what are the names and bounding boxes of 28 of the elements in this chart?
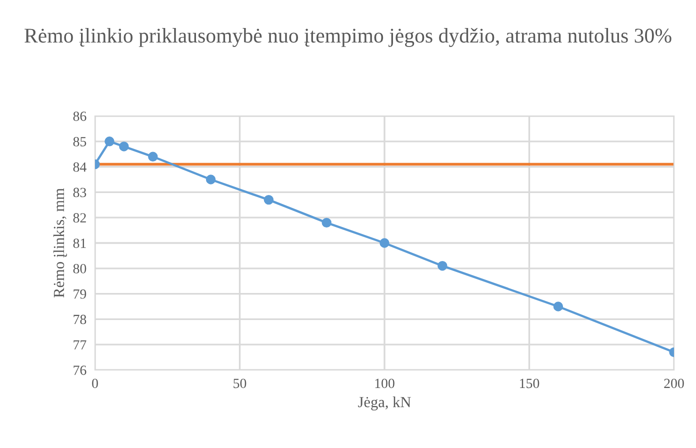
y-tick-label: 84 <box>73 162 86 172</box>
y-axis-title: Rėmo įlinkis, mm <box>53 188 67 298</box>
point <box>119 142 129 152</box>
point <box>264 194 274 205</box>
point <box>553 302 564 312</box>
chart-title: Rėmo įlinkio priklausomybė nuo įtempimo jėgos dydžio, atrama nutolus 30% <box>24 28 672 47</box>
point <box>380 238 390 248</box>
point <box>438 261 448 271</box>
point <box>104 136 114 146</box>
y-tick-label: 80 <box>73 264 86 274</box>
x-axis-title: Jėga, kN <box>358 396 411 410</box>
y-tick-label: 82 <box>73 213 86 223</box>
y-tick-label: 79 <box>74 289 86 299</box>
y-tick-label: 76 <box>74 366 86 375</box>
y-tick-label: 85 <box>73 136 86 146</box>
point <box>322 218 332 228</box>
y-tick-label: 77 <box>74 340 86 350</box>
y-tick-label: 81 <box>73 238 86 248</box>
x-tick-label: 0 <box>92 378 98 388</box>
x-tick-label: 100 <box>375 378 394 388</box>
y-tick-label: 83 <box>73 188 86 198</box>
x-tick-label: 200 <box>664 378 684 388</box>
point <box>206 174 216 184</box>
x-tick-label: 50 <box>234 378 246 388</box>
y-tick-label: 86 <box>73 112 86 121</box>
x-tick-label: 150 <box>520 378 540 388</box>
point <box>148 152 158 162</box>
y-tick-label: 78 <box>74 314 86 324</box>
